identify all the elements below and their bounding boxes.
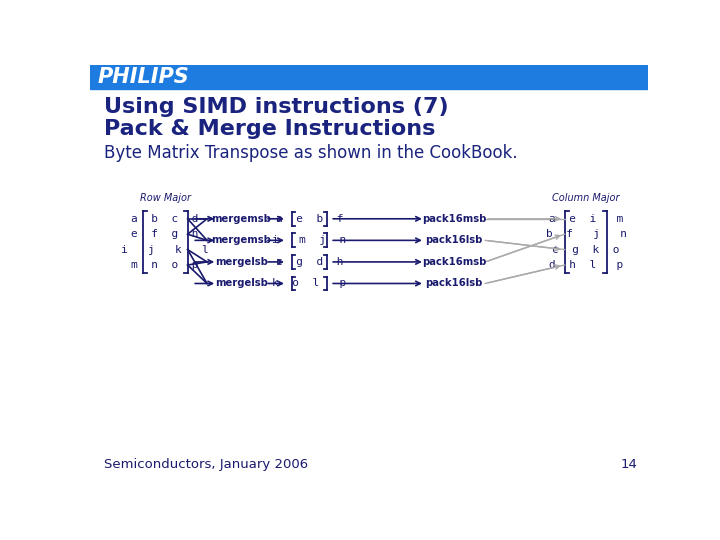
Text: pack16msb: pack16msb	[422, 214, 487, 224]
Text: mergelsb: mergelsb	[215, 257, 268, 267]
Text: a  e  i   m: a e i m	[549, 214, 623, 224]
Text: e  f  g  h: e f g h	[132, 229, 199, 239]
Text: d  h  l   p: d h l p	[549, 260, 623, 270]
Text: pack16lsb: pack16lsb	[426, 279, 483, 288]
Text: PHILIPS: PHILIPS	[98, 67, 189, 87]
Text: c  g  k  o: c g k o	[552, 245, 620, 254]
Text: mergemsb: mergemsb	[211, 235, 271, 245]
Text: mergemsb: mergemsb	[211, 214, 271, 224]
Text: b  f   j   n: b f j n	[546, 229, 626, 239]
Text: a  b  c  d: a b c d	[132, 214, 199, 224]
Text: Pack & Merge Instructions: Pack & Merge Instructions	[104, 119, 436, 139]
Text: Using SIMD instructions (7): Using SIMD instructions (7)	[104, 97, 449, 117]
Text: k  o  l   p: k o l p	[272, 279, 346, 288]
Bar	[90, 65, 648, 90]
Text: 14: 14	[620, 458, 637, 471]
Text: Row Major: Row Major	[140, 193, 191, 204]
Text: Byte Matrix Transpose as shown in the CookBook.: Byte Matrix Transpose as shown in the Co…	[104, 144, 518, 162]
Text: m  n  o  p: m n o p	[132, 260, 199, 270]
Text: pack16msb: pack16msb	[422, 257, 487, 267]
Text: i   m  j  n: i m j n	[272, 235, 346, 245]
Text: mergelsb: mergelsb	[215, 279, 268, 288]
Text: Semiconductors, January 2006: Semiconductors, January 2006	[104, 458, 308, 471]
Text: c  g  d  h: c g d h	[276, 257, 343, 267]
Text: pack16lsb: pack16lsb	[426, 235, 483, 245]
Text: a  e  b  f: a e b f	[276, 214, 343, 224]
Text: i   j   k   l: i j k l	[121, 245, 209, 254]
Text: Column Major: Column Major	[552, 193, 620, 204]
